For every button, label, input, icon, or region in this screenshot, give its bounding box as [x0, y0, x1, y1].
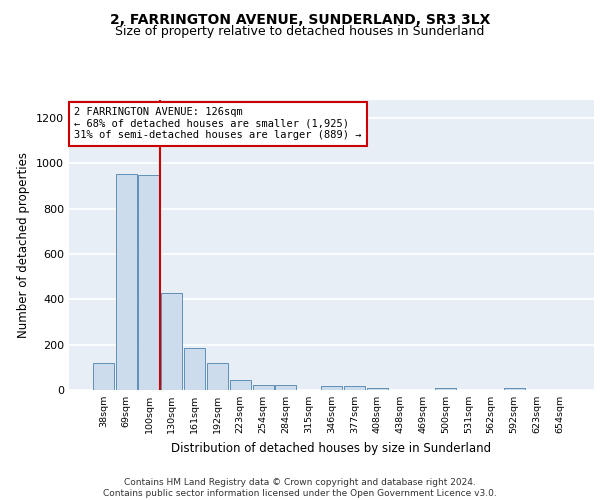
Bar: [116, 174, 137, 390]
Bar: [207, 363, 228, 390]
Bar: [367, 388, 388, 390]
Bar: [503, 388, 524, 390]
Bar: [344, 386, 365, 390]
Bar: [93, 363, 114, 390]
Bar: [321, 386, 342, 390]
Bar: [139, 175, 160, 390]
X-axis label: Distribution of detached houses by size in Sunderland: Distribution of detached houses by size …: [172, 442, 491, 454]
Bar: [253, 385, 274, 390]
Text: Size of property relative to detached houses in Sunderland: Size of property relative to detached ho…: [115, 25, 485, 38]
Bar: [230, 380, 251, 390]
Bar: [184, 348, 205, 390]
Text: Contains HM Land Registry data © Crown copyright and database right 2024.
Contai: Contains HM Land Registry data © Crown c…: [103, 478, 497, 498]
Bar: [161, 292, 182, 390]
Bar: [275, 385, 296, 390]
Text: 2, FARRINGTON AVENUE, SUNDERLAND, SR3 3LX: 2, FARRINGTON AVENUE, SUNDERLAND, SR3 3L…: [110, 12, 490, 26]
Y-axis label: Number of detached properties: Number of detached properties: [17, 152, 31, 338]
Text: 2 FARRINGTON AVENUE: 126sqm
← 68% of detached houses are smaller (1,925)
31% of : 2 FARRINGTON AVENUE: 126sqm ← 68% of det…: [74, 108, 362, 140]
Bar: [435, 388, 456, 390]
